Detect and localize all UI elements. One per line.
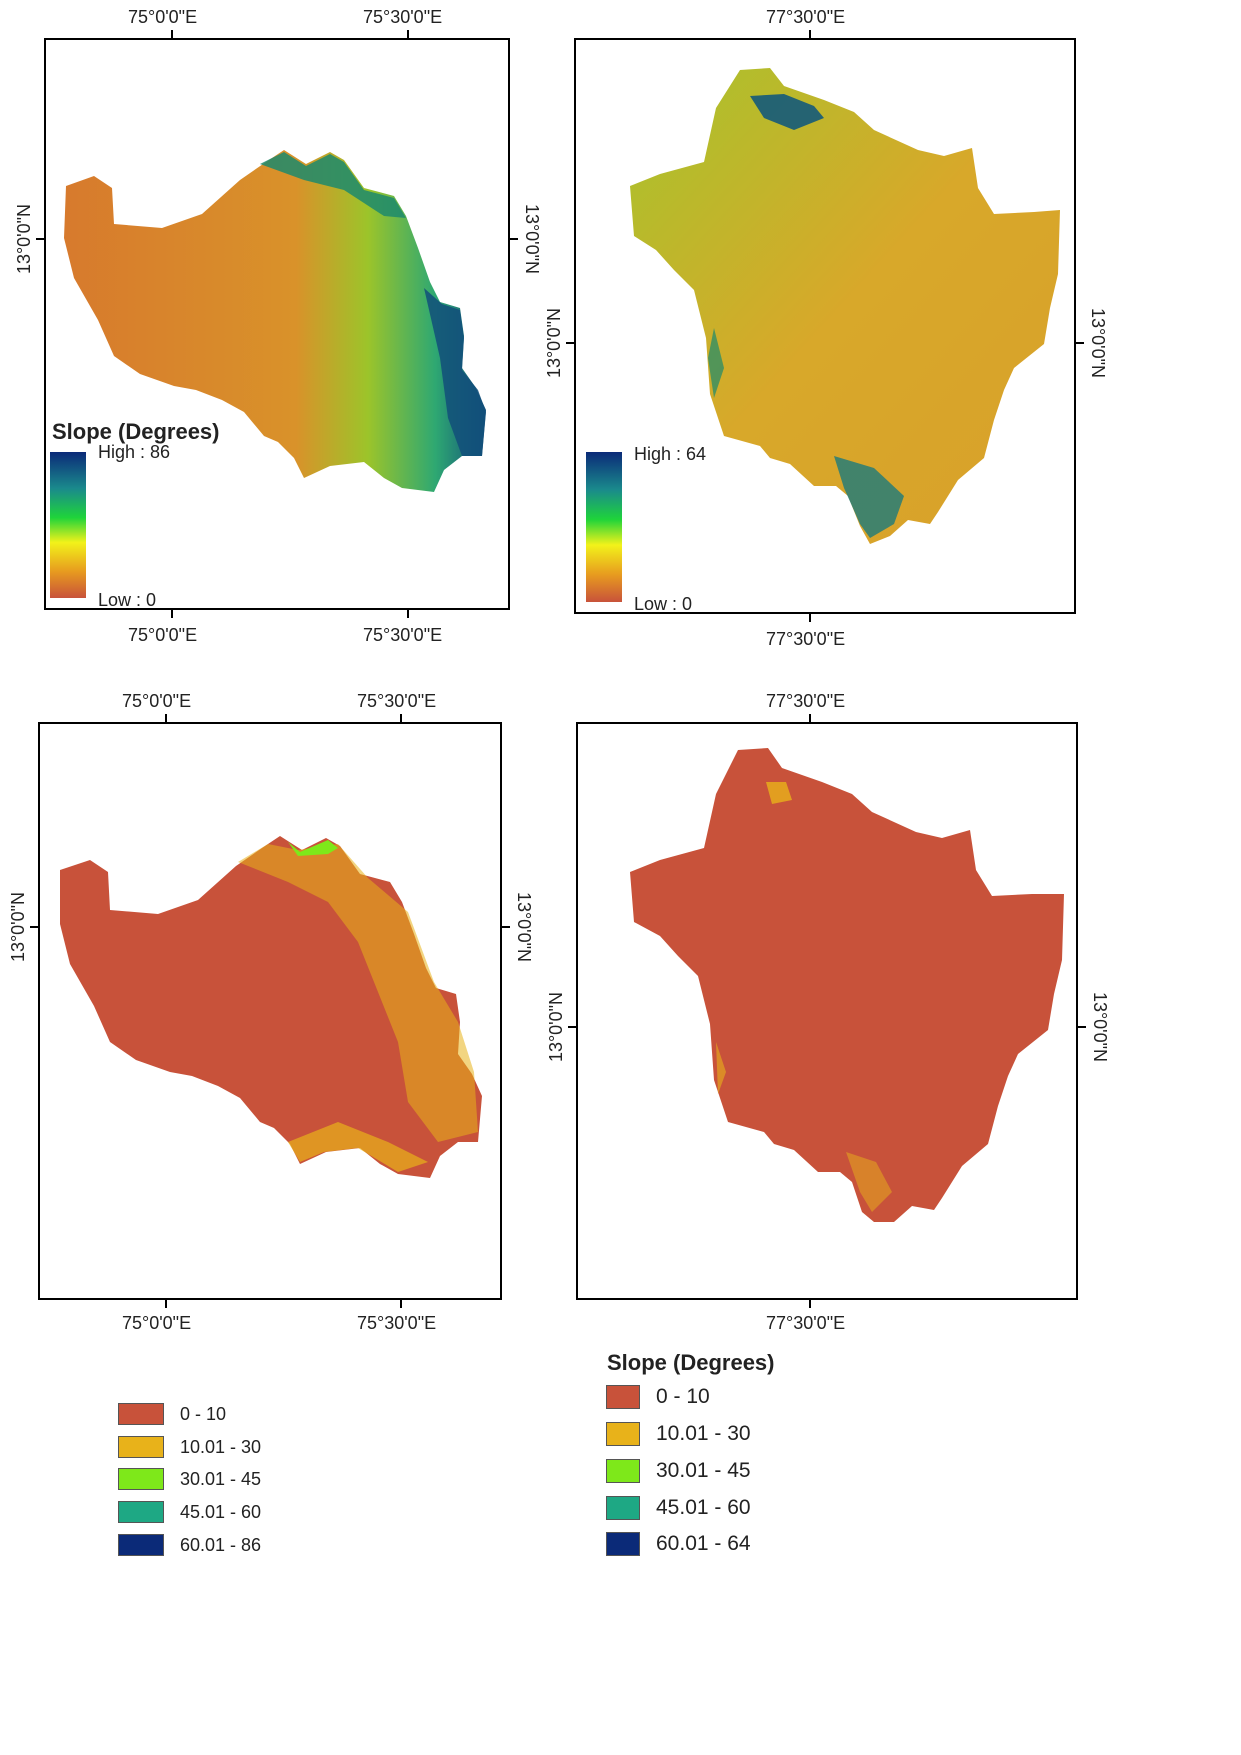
bottom-tick-label: 77°30'0"E	[766, 629, 846, 649]
top-tick-label: 75°30'0"E	[363, 7, 443, 27]
legend-label: 10.01 - 30	[180, 1436, 262, 1457]
legend-swatch	[606, 1422, 640, 1446]
legend-swatch	[118, 1501, 164, 1523]
bottom-tick-label: 75°0'0"E	[128, 625, 198, 645]
legend-swatch	[118, 1436, 164, 1458]
color-ramp	[50, 452, 86, 598]
tick-mark	[809, 714, 811, 722]
right-tick-label: 13°0'0"N	[522, 203, 542, 275]
color-ramp	[586, 452, 622, 602]
legend-item: 45.01 - 60	[606, 1496, 751, 1520]
legend-item: 10.01 - 30	[118, 1436, 261, 1458]
tick-mark	[36, 238, 44, 240]
legend-label: 45.01 - 60	[656, 1496, 751, 1519]
legend-swatch	[118, 1534, 164, 1556]
left-tick-label: 13°0'0"N	[544, 307, 564, 379]
legend-item: 10.01 - 30	[606, 1422, 751, 1446]
tick-mark	[165, 714, 167, 722]
legend-swatch	[118, 1403, 164, 1425]
legend-item: 60.01 - 64	[606, 1532, 751, 1556]
ramp-high-label: High : 64	[634, 444, 707, 464]
tick-mark	[407, 610, 409, 618]
left-tick-label: 13°0'0"N	[14, 203, 34, 275]
legend-label: 30.01 - 45	[180, 1468, 262, 1489]
legend-swatch	[606, 1532, 640, 1556]
legend-title: Slope (Degrees)	[52, 419, 220, 444]
left-tick-label: 13°0'0"N	[8, 891, 28, 963]
right-tick-label: 13°0'0"N	[514, 891, 534, 963]
top-tick-label: 75°0'0"E	[128, 7, 198, 27]
top-tick-label: 77°30'0"E	[766, 691, 846, 711]
tick-mark	[566, 342, 574, 344]
legend-item: 30.01 - 45	[606, 1459, 751, 1483]
tick-mark	[1078, 1026, 1086, 1028]
slope-class-map	[60, 836, 482, 1178]
legend-label: 0 - 10	[180, 1403, 227, 1424]
legend-swatch	[606, 1385, 640, 1409]
legend-label: 0 - 10	[656, 1385, 710, 1408]
legend-label: 45.01 - 60	[180, 1501, 262, 1522]
ramp-high-label: High : 86	[98, 442, 171, 462]
tick-mark	[809, 1300, 811, 1308]
legend-item: 0 - 10	[118, 1403, 226, 1425]
tick-mark	[30, 926, 38, 928]
tick-mark	[568, 1026, 576, 1028]
slope-raster-map	[630, 68, 1060, 544]
legend-item: 30.01 - 45	[118, 1468, 261, 1490]
top-tick-label: 75°30'0"E	[357, 691, 437, 711]
left-tick-label: 13°0'0"N	[546, 991, 566, 1063]
legend-swatch	[118, 1468, 164, 1490]
legend-swatch	[606, 1459, 640, 1483]
legend-label: 10.01 - 30	[656, 1422, 751, 1445]
tick-mark	[165, 1300, 167, 1308]
legend-swatch	[606, 1496, 640, 1520]
ramp-low-label: Low : 0	[634, 594, 693, 614]
legend-item: 45.01 - 60	[118, 1501, 261, 1523]
right-tick-label: 13°0'0"N	[1088, 307, 1108, 379]
top-tick-label: 77°30'0"E	[766, 7, 846, 27]
bottom-tick-label: 75°30'0"E	[357, 1313, 437, 1333]
tick-mark	[809, 614, 811, 622]
bottom-tick-label: 75°30'0"E	[363, 625, 443, 645]
tick-mark	[171, 610, 173, 618]
legend-title: Slope (Degrees)	[607, 1350, 775, 1375]
slope-raster-map	[64, 150, 486, 492]
tick-mark	[171, 30, 173, 38]
top-tick-label: 75°0'0"E	[122, 691, 192, 711]
legend-label: 60.01 - 64	[656, 1532, 751, 1555]
bottom-tick-label: 75°0'0"E	[122, 1313, 192, 1333]
slope-class-map	[630, 748, 1064, 1222]
tick-mark	[1076, 342, 1084, 344]
ramp-low-label: Low : 0	[98, 590, 157, 610]
legend-item: 0 - 10	[606, 1385, 710, 1409]
tick-mark	[508, 238, 516, 240]
tick-mark	[400, 1300, 402, 1308]
right-tick-label: 13°0'0"N	[1090, 991, 1110, 1063]
tick-mark	[400, 714, 402, 722]
legend-label: 60.01 - 86	[180, 1534, 262, 1555]
legend-label: 30.01 - 45	[656, 1459, 751, 1482]
bottom-tick-label: 77°30'0"E	[766, 1313, 846, 1333]
tick-mark	[809, 30, 811, 38]
tick-mark	[502, 926, 510, 928]
legend-item: 60.01 - 86	[118, 1534, 261, 1556]
tick-mark	[407, 30, 409, 38]
